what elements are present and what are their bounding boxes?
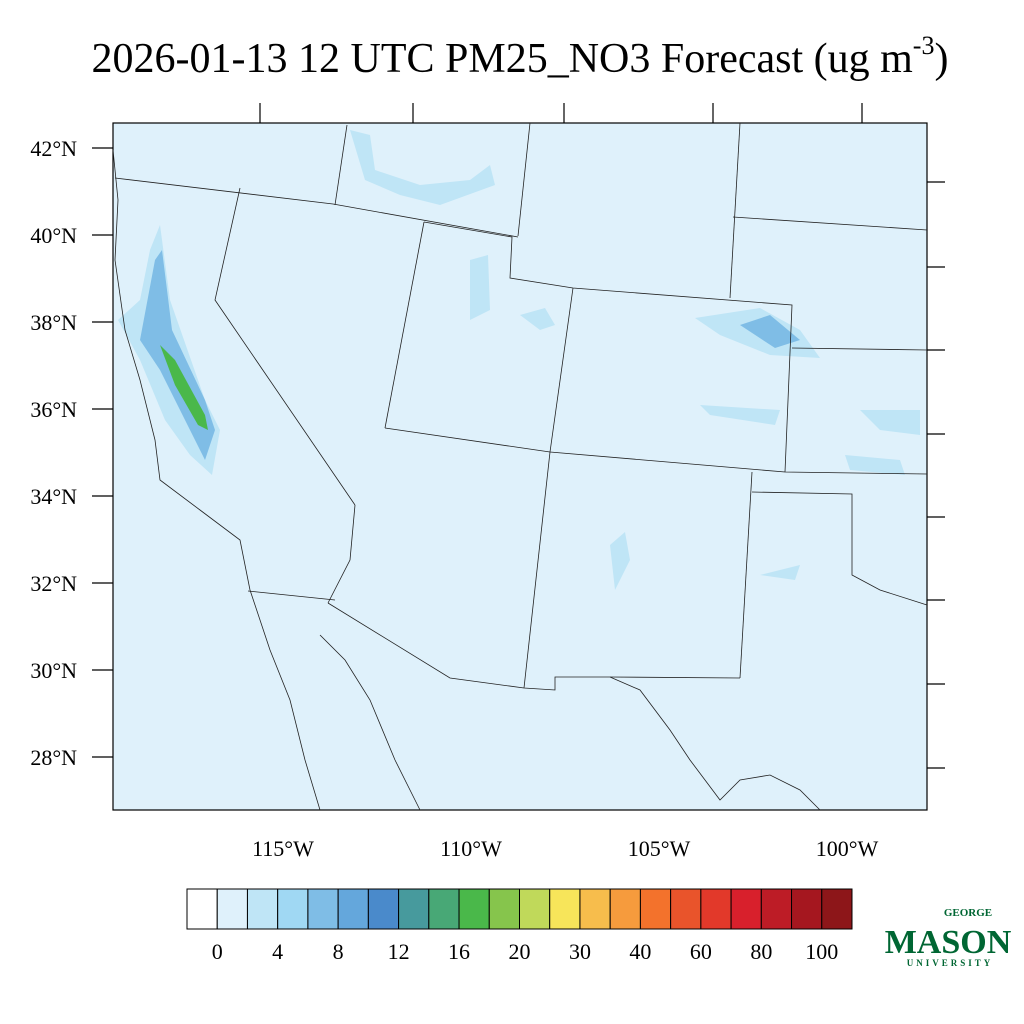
colorbar-label: 40 <box>629 939 651 964</box>
colorbar-box <box>670 888 702 930</box>
colorbar-label: 30 <box>569 939 591 964</box>
colorbar-box <box>216 888 248 930</box>
lat-label: 34°N <box>30 484 77 509</box>
lat-label: 40°N <box>30 223 77 248</box>
colorbar-label: 100 <box>805 939 838 964</box>
colorbar-box <box>519 888 551 930</box>
colorbar-label: 16 <box>448 939 470 964</box>
colorbar-box <box>186 888 218 930</box>
lat-label: 42°N <box>30 136 77 161</box>
colorbar-label: 12 <box>388 939 410 964</box>
colorbar-box <box>428 888 460 930</box>
map <box>112 122 928 811</box>
title-sup: -3 <box>913 31 935 60</box>
logo-name: MASON <box>885 924 1012 961</box>
colorbar-label: 20 <box>509 939 531 964</box>
colorbar-box <box>307 888 339 930</box>
colorbar-label: 4 <box>272 939 283 964</box>
colorbar-box <box>639 888 672 930</box>
title: 2026-01-13 12 UTC PM25_NO3 Forecast (ug … <box>92 31 949 82</box>
lon-label: 115°W <box>252 836 314 861</box>
colorbar-label: 0 <box>212 939 223 964</box>
colorbar-box <box>246 888 279 930</box>
title-close: ) <box>934 36 948 82</box>
logo-bottom: UNIVERSITY <box>907 958 994 968</box>
lon-label: 110°W <box>440 836 502 861</box>
colorbar-box <box>398 888 430 930</box>
colorbar-box <box>367 888 400 930</box>
colorbar-box <box>337 888 369 930</box>
lat-label: 38°N <box>30 310 77 335</box>
colorbar-label: 8 <box>333 939 344 964</box>
colorbar-box <box>700 888 732 930</box>
title-main: 2026-01-13 12 UTC PM25_NO3 Forecast (ug … <box>92 36 914 82</box>
colorbar-label: 80 <box>750 939 772 964</box>
colorbar-box <box>760 888 793 930</box>
logo: GEORGE MASON UNIVERSITY <box>885 907 1012 968</box>
lat-label: 36°N <box>30 397 77 422</box>
colorbar-box <box>730 888 762 930</box>
colorbar-box <box>791 888 823 930</box>
colorbar-box <box>488 888 521 930</box>
colorbar-box <box>821 888 853 930</box>
lat-label: 28°N <box>30 745 77 770</box>
colorbar-box <box>277 888 309 930</box>
lon-label: 105°W <box>628 836 691 861</box>
ticks <box>259 103 945 769</box>
colorbar-box <box>458 888 490 930</box>
colorbar-box <box>609 888 641 930</box>
lat-label: 30°N <box>30 658 77 683</box>
colorbar-box <box>579 888 611 930</box>
lat-label: 32°N <box>30 571 77 596</box>
lon-label: 100°W <box>816 836 879 861</box>
colorbar-box <box>549 888 581 930</box>
logo-top: GEORGE <box>944 907 992 919</box>
colorbar-label: 60 <box>690 939 712 964</box>
